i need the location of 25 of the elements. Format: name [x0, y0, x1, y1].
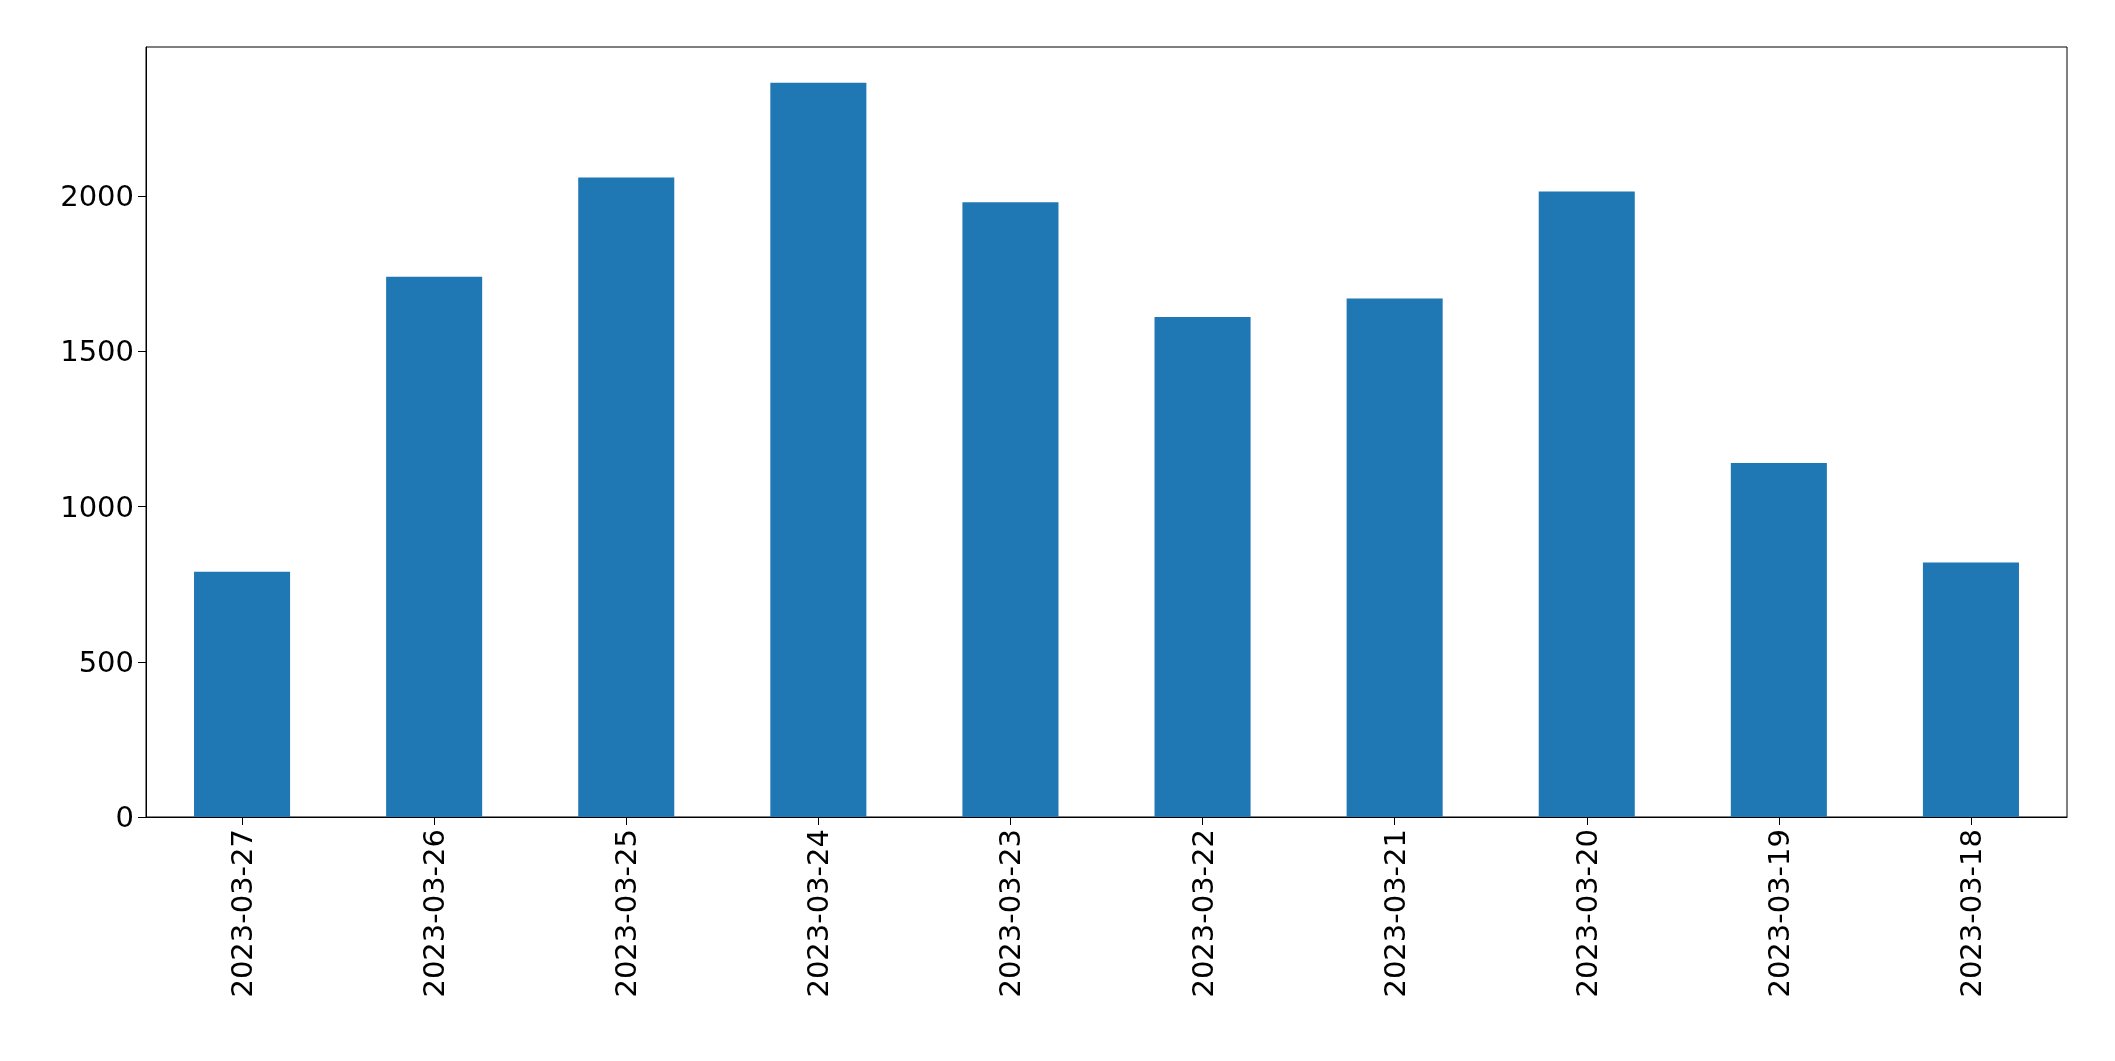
- bar: [578, 177, 675, 817]
- x-tick-label: 2023-03-22: [1185, 829, 1220, 998]
- bar: [962, 202, 1059, 817]
- x-tick-label: 2023-03-20: [1569, 829, 1604, 998]
- y-tick-label: 0: [115, 800, 134, 834]
- bar: [1346, 298, 1443, 817]
- y-tick-label: 1500: [60, 334, 134, 369]
- bar: [1922, 562, 2019, 817]
- bar: [1538, 191, 1635, 817]
- bar: [770, 82, 867, 817]
- y-tick-label: 500: [78, 644, 134, 679]
- bar: [1730, 463, 1827, 817]
- x-tick-label: 2023-03-27: [225, 829, 260, 998]
- bar: [386, 276, 483, 817]
- y-tick-label: 2000: [60, 179, 134, 214]
- x-tick-label: 2023-03-26: [417, 829, 452, 998]
- bar: [194, 571, 291, 817]
- x-tick-label: 2023-03-19: [1761, 829, 1796, 998]
- x-tick-label: 2023-03-18: [1953, 829, 1988, 998]
- x-tick-label: 2023-03-24: [801, 829, 836, 998]
- bar: [1154, 317, 1251, 817]
- x-tick-label: 2023-03-23: [993, 829, 1028, 998]
- y-tick-label: 1000: [60, 489, 134, 524]
- x-tick-label: 2023-03-21: [1377, 829, 1412, 998]
- x-tick-label: 2023-03-25: [609, 829, 644, 998]
